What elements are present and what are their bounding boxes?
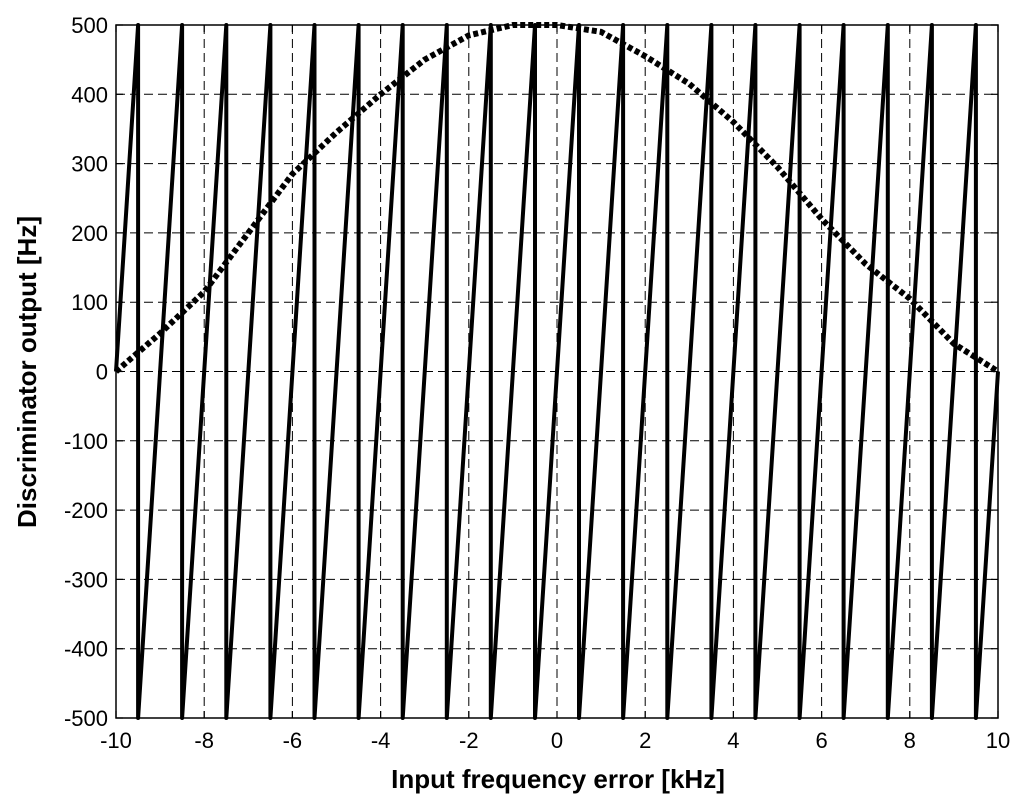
sawtooth-line [114,23,1000,720]
y-tick-label: 100 [71,290,108,315]
x-tick-label: -2 [459,728,479,753]
y-tick-label: -200 [64,498,108,523]
y-tick-label: 300 [71,152,108,177]
y-tick-label: -300 [64,567,108,592]
x-tick-label: -4 [371,728,391,753]
x-tick-label: 4 [727,728,739,753]
y-tick-label: -500 [64,706,108,731]
x-tick-label: -10 [100,728,132,753]
y-tick-label: 400 [71,82,108,107]
x-tick-label: 10 [986,728,1010,753]
tick-marks [115,24,999,719]
x-tick-labels: -10 -8 -6 -4 -2 0 2 4 6 8 10 [100,728,1010,753]
x-tick-label: 2 [639,728,651,753]
y-tick-label: -100 [64,429,108,454]
y-tick-labels: 500 400 300 200 100 0 -100 -200 -300 -400 -500 [64,13,108,731]
y-tick-label: 0 [96,360,108,385]
x-tick-label: -8 [194,728,214,753]
x-axis-title: Input frequency error [kHz] [391,764,725,794]
y-tick-label: -400 [64,637,108,662]
y-tick-label: 500 [71,13,108,38]
x-tick-label: -6 [283,728,303,753]
x-tick-label: 8 [904,728,916,753]
y-tick-label: 200 [71,221,108,246]
x-tick-label: 6 [815,728,827,753]
x-tick-label: 0 [551,728,563,753]
y-axis-title: Discriminator output [Hz] [12,216,42,528]
